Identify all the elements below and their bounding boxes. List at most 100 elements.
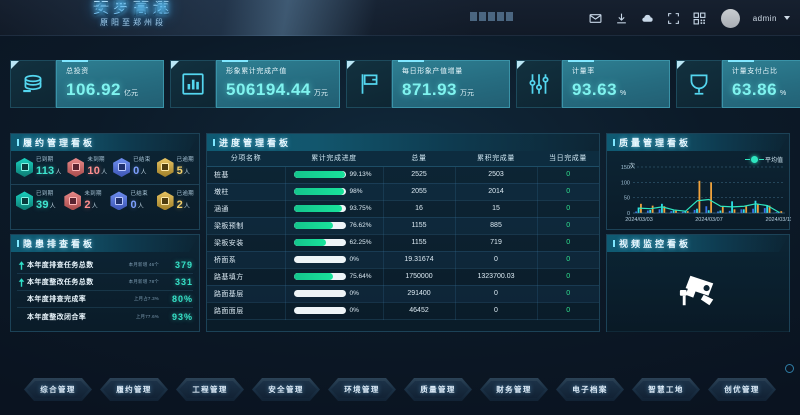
nav-button-7[interactable]: 电子档案: [556, 378, 624, 401]
cell-today: 0: [537, 285, 599, 303]
stat-unit: 人: [101, 170, 108, 177]
kpi-card-payment-ratio: 计量支付占比 63.86 %: [676, 60, 800, 108]
nav-button-3[interactable]: 安全管理: [252, 378, 320, 401]
fullscreen-icon[interactable]: [667, 12, 680, 25]
kpi-value: 506194.44: [226, 80, 311, 99]
list-item[interactable]: 本年度排查完成率 上月占7.3% 80%: [17, 291, 193, 308]
progress-percent: 75.64%: [349, 273, 372, 280]
item-value: 331: [174, 277, 193, 287]
stat-label: 未到期: [84, 190, 102, 197]
kpi-value: 106.92: [66, 80, 121, 99]
contract-row: 已到期 39 人 未到期 2 人: [11, 184, 199, 217]
contract-stat[interactable]: 已到期 113 人: [16, 157, 61, 177]
bottom-navigation: 综合管理 履约管理 工程管理 安全管理 环境管理 质量管理 财务管理 电子档案 智慧工地 创优管理: [0, 378, 800, 401]
table-row[interactable]: 路面基层 0% 291400 0 0: [207, 285, 599, 303]
nav-button-0[interactable]: 综合管理: [24, 378, 92, 401]
stat-unit: 人: [140, 170, 147, 177]
contract-stat[interactable]: 已到期 39 人: [16, 191, 56, 211]
qrcode-icon[interactable]: [693, 12, 706, 25]
item-value: 80%: [171, 294, 193, 304]
progress-bar: [293, 222, 346, 229]
stat-unit: 人: [183, 170, 190, 177]
cell-done: 1323700.03: [455, 268, 538, 286]
nav-button-label: 工程管理: [192, 385, 228, 394]
panel-title: 履约管理看板: [23, 138, 96, 148]
progress-percent: 0%: [349, 256, 359, 263]
svg-text:100: 100: [621, 180, 630, 186]
kpi-label: 计量率: [572, 68, 595, 75]
table-header-row: 分项名称 累计完成进度 总量 累积完成量 当日完成量: [207, 151, 599, 167]
table-row[interactable]: 梁板预制 76.62% 1155 885 0: [207, 217, 599, 235]
list-item[interactable]: 本年度整改闭合率 上月77.6% 93%: [17, 308, 193, 325]
mail-icon[interactable]: [589, 12, 602, 25]
avatar[interactable]: [720, 8, 740, 28]
contract-stat[interactable]: 未到期 2 人: [64, 191, 101, 211]
user-name[interactable]: admin: [752, 13, 777, 23]
list-item[interactable]: 本年度整改任务总数 本月新增 78个 331: [17, 274, 193, 291]
table-row[interactable]: 桥面系 0% 19.31674 0 0: [207, 251, 599, 269]
kpi-card-metering-rate: 计量率 93.63 %: [516, 60, 670, 108]
panel-header: 履约管理看板: [11, 134, 199, 151]
stat-label: 已结束: [130, 190, 148, 197]
kpi-label: 每日形象产值增量: [402, 68, 463, 75]
item-note: 本月新增 46个: [128, 262, 159, 267]
item-note: 本月新增 78个: [128, 279, 159, 284]
svg-text:50: 50: [624, 196, 630, 202]
nav-button-label: 财务管理: [496, 385, 532, 394]
cell-done: 2014: [455, 183, 538, 201]
nav-button-2[interactable]: 工程管理: [176, 378, 244, 401]
progress-bar: [293, 256, 346, 263]
progress-bar: [293, 188, 346, 195]
cell-total: 1155: [383, 217, 456, 235]
table-row[interactable]: 涵通 93.75% 16 15 0: [207, 200, 599, 218]
cell-name: 桩基: [207, 166, 286, 184]
cell-progress: 93.75%: [285, 200, 384, 218]
column-header: 当日完成量: [537, 151, 599, 167]
contract-stat[interactable]: 已逾期 2 人: [156, 190, 194, 211]
list-item[interactable]: 本年度排查任务总数 本月新增 46个 379: [17, 257, 193, 274]
contract-stat[interactable]: 未到期 10 人: [67, 157, 107, 177]
download-icon[interactable]: [615, 12, 628, 25]
cloud-icon[interactable]: [641, 12, 654, 25]
app-header: 安罗高速 原阳至郑州段: [0, 0, 800, 36]
nav-button-5[interactable]: 质量管理: [404, 378, 472, 401]
kpi-card-total-investment: 总投资 106.92 亿元: [10, 60, 164, 108]
nav-button-4[interactable]: 环境管理: [328, 378, 396, 401]
table-row[interactable]: 路面面层 0% 46452 0 0: [207, 302, 599, 320]
cell-total: 46452: [383, 302, 456, 320]
cell-total: 1155: [383, 234, 456, 252]
panel-header: 进度管理看板: [207, 134, 599, 151]
nav-button-9[interactable]: 创优管理: [708, 378, 776, 401]
video-surveillance-panel: 视频监控看板: [606, 234, 790, 332]
hexagon-icon: [110, 191, 128, 211]
contract-stat[interactable]: 已逾期 5 人: [156, 157, 194, 177]
column-header: 累积完成量: [455, 151, 537, 167]
nav-button-8[interactable]: 智慧工地: [632, 378, 700, 401]
chart-legend[interactable]: 平均值: [744, 155, 783, 164]
cup-icon: [676, 60, 722, 108]
kpi-unit: %: [780, 90, 787, 97]
nav-button-6[interactable]: 财务管理: [480, 378, 548, 401]
cell-today: 0: [537, 200, 599, 218]
video-viewport[interactable]: [607, 252, 789, 332]
table-row[interactable]: 墩柱 98% 2055 2014 0: [207, 183, 599, 201]
hexagon-icon: [113, 157, 131, 177]
nav-button-label: 环境管理: [344, 385, 380, 394]
contract-row: 已到期 113 人 未到期 10 人: [11, 151, 199, 184]
chevron-down-icon[interactable]: [784, 16, 790, 20]
table-row[interactable]: 路基填方 75.64% 1750000 1323700.03 0: [207, 268, 599, 286]
legend-marker-icon: [744, 156, 764, 163]
stat-label: 已逾期: [176, 190, 194, 197]
contract-management-panel: 履约管理看板 已到期 113 人 未到期 10: [10, 133, 200, 230]
stat-value: 10: [87, 165, 101, 178]
table-row[interactable]: 桩基 99.13% 2525 2503 0: [207, 166, 599, 184]
nav-button-label: 履约管理: [116, 385, 152, 394]
table-row[interactable]: 梁板安装 62.25% 1155 719 0: [207, 234, 599, 252]
contract-stat[interactable]: 已结束 0 人: [113, 157, 150, 177]
nav-button-1[interactable]: 履约管理: [100, 378, 168, 401]
progress-bar: [293, 273, 346, 280]
contract-stat[interactable]: 已结束 0 人: [110, 190, 148, 211]
cell-name: 路面基层: [207, 285, 286, 303]
cell-done: 2503: [455, 166, 538, 184]
